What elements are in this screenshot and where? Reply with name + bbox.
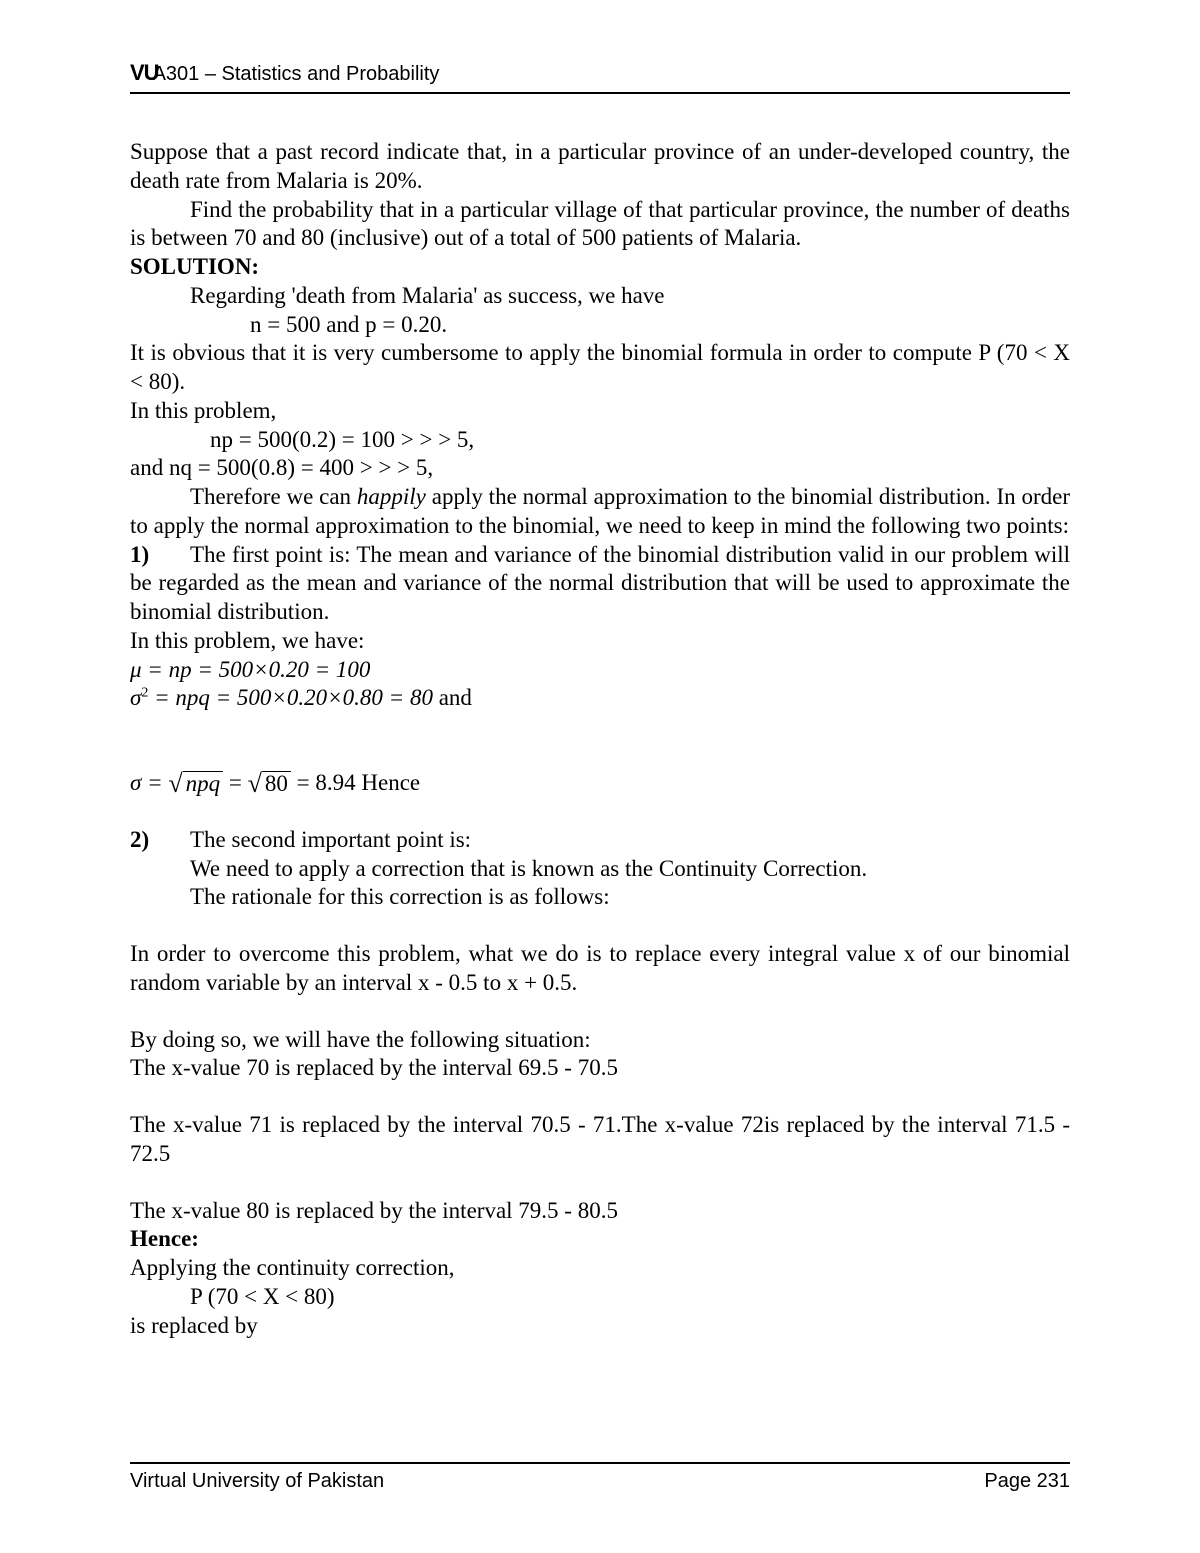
list-text: The second important point is: <box>190 827 471 852</box>
paragraph: Find the probability that in a particula… <box>130 196 1070 254</box>
formula: μ = np = 500×0.20 = 100 <box>130 656 1070 685</box>
page-footer: Virtual University of Pakistan Page 231 <box>130 1462 1070 1493</box>
paragraph: n = 500 and p = 0.20. <box>130 311 1070 340</box>
sigma: σ <box>130 685 141 710</box>
list-number: 2) <box>130 826 190 855</box>
paragraph: Suppose that a past record indicate that… <box>130 138 1070 196</box>
spacer <box>130 1169 1070 1197</box>
paragraph: The x-value 80 is replaced by the interv… <box>130 1197 1070 1226</box>
spacer <box>130 713 1070 741</box>
document-body: Suppose that a past record indicate that… <box>130 138 1070 1340</box>
paragraph: np = 500(0.2) = 100 > > > 5, <box>130 426 1070 455</box>
list-item: 2)The second important point is: <box>130 826 1070 855</box>
paragraph: The x-value 71 is replaced by the interv… <box>130 1111 1070 1169</box>
sqrt-body: npq <box>183 771 224 795</box>
page-header: VU A301 – Statistics and Probability <box>130 60 1070 94</box>
and-text: and <box>433 685 472 710</box>
spacer <box>130 798 1070 826</box>
paragraph: In this problem, <box>130 397 1070 426</box>
sigma-eq: σ = <box>130 770 168 795</box>
formula: σ2 = npq = 500×0.20×0.80 = 80 and <box>130 684 1070 713</box>
page: VU A301 – Statistics and Probability Sup… <box>0 0 1200 1553</box>
text-run: Therefore we can <box>190 484 357 509</box>
paragraph: P (70 < X < 80) <box>130 1283 1070 1312</box>
formula-text: μ = np = 500×0.20 = 100 <box>130 657 370 682</box>
paragraph: It is obvious that it is very cumbersome… <box>130 339 1070 397</box>
paragraph: Regarding 'death from Malaria' as succes… <box>130 282 1070 311</box>
paragraph: Therefore we can happily apply the norma… <box>130 483 1070 541</box>
list-item: 1)The first point is: The mean and varia… <box>130 541 1070 627</box>
spacer <box>130 912 1070 940</box>
hence-heading: Hence: <box>130 1225 1070 1254</box>
eq-mid: = <box>223 770 247 795</box>
eq-rhs: = 8.94 <box>291 770 356 795</box>
spacer <box>130 998 1070 1026</box>
spacer <box>130 741 1070 769</box>
formula-rhs: = npq = 500×0.20×0.80 = 80 <box>148 685 433 710</box>
list-text: The first point is: The mean and varianc… <box>130 542 1070 625</box>
list-number: 1) <box>130 541 190 570</box>
formula: σ = √npq = √80 = 8.94 Hence <box>130 769 1070 798</box>
paragraph: We need to apply a correction that is kn… <box>130 855 1070 884</box>
footer-left: Virtual University of Pakistan <box>130 1470 384 1493</box>
mu-eq: μ = np = 500×0.20 = 100 <box>130 657 370 682</box>
sqrt-icon: √npq <box>168 769 223 795</box>
spacer <box>130 1083 1070 1111</box>
course-code: A301 – Statistics and Probability <box>153 63 440 86</box>
hence-text: Hence <box>356 770 421 795</box>
sqrt-icon: √80 <box>248 769 291 795</box>
paragraph: Applying the continuity correction, <box>130 1254 1070 1283</box>
paragraph: In this problem, we have: <box>130 627 1070 656</box>
sqrt-body: 80 <box>262 771 291 795</box>
paragraph: The rationale for this correction is as … <box>130 883 1070 912</box>
emphasis: happily <box>357 484 426 509</box>
paragraph: By doing so, we will have the following … <box>130 1026 1070 1055</box>
header-row: VU A301 – Statistics and Probability <box>130 60 1070 86</box>
solution-heading: SOLUTION: <box>130 253 1070 282</box>
footer-right: Page 231 <box>984 1470 1070 1493</box>
paragraph: and nq = 500(0.8) = 400 > > > 5, <box>130 454 1070 483</box>
paragraph: The x-value 70 is replaced by the interv… <box>130 1054 1070 1083</box>
paragraph: is replaced by <box>130 1312 1070 1341</box>
paragraph: In order to overcome this problem, what … <box>130 940 1070 998</box>
